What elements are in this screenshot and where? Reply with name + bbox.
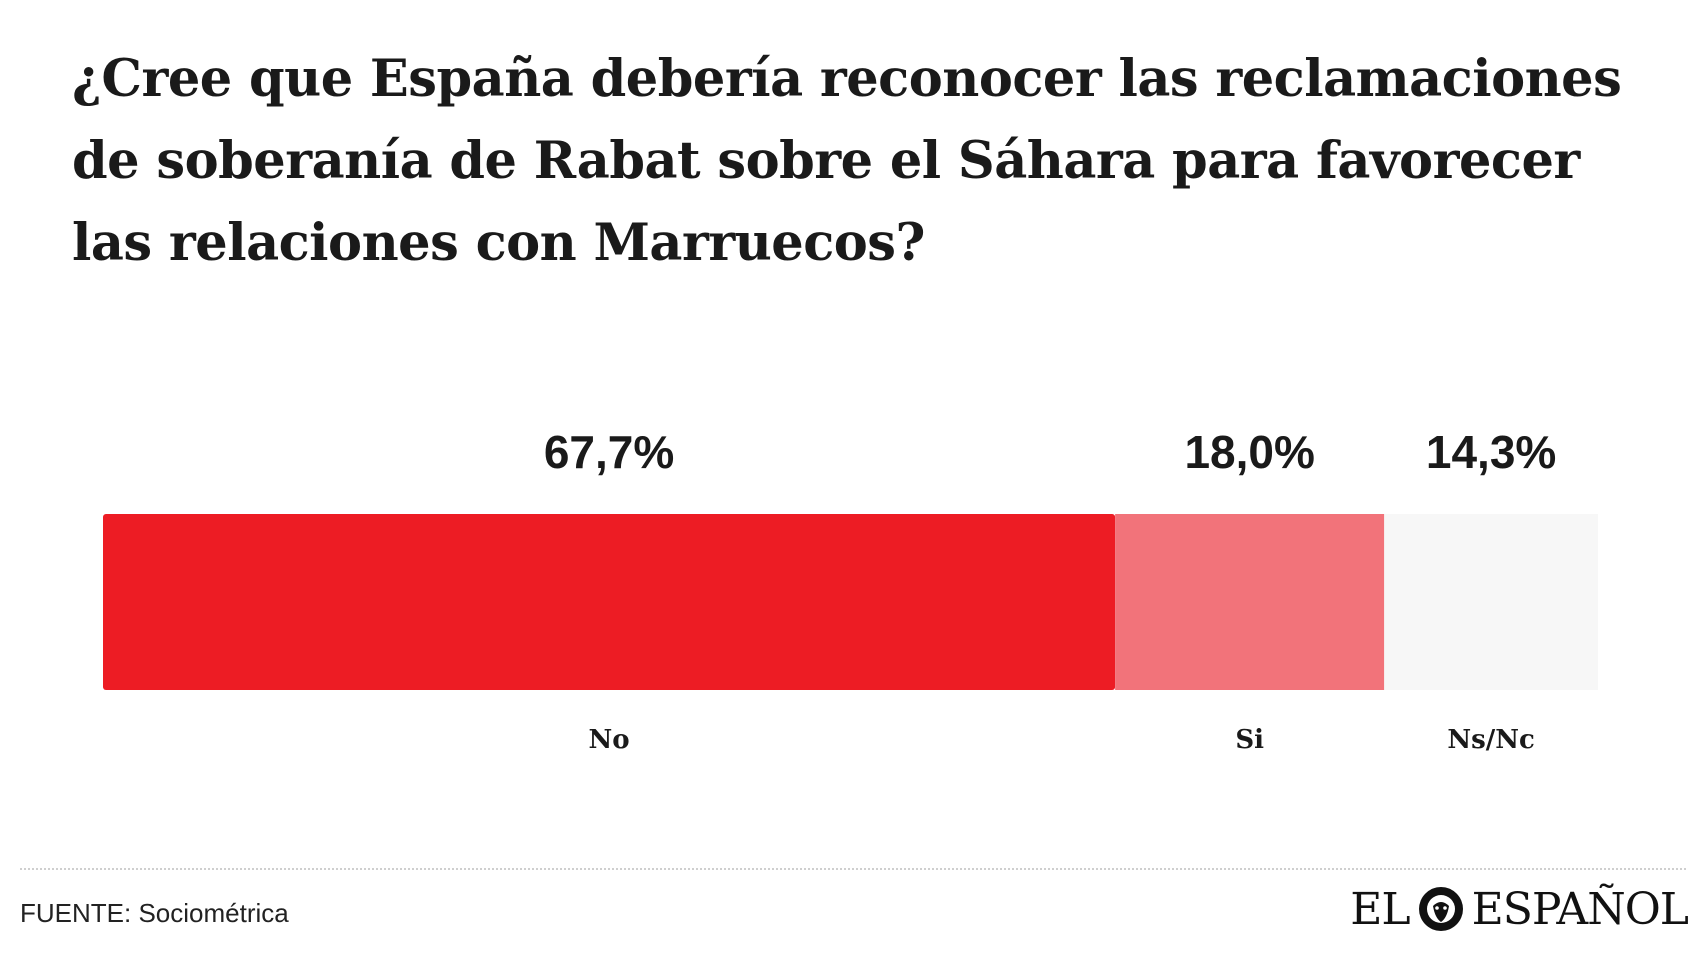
category-label-ns-nc: Ns/Nc	[1447, 725, 1535, 755]
source-note: FUENTE: Sociométrica	[20, 898, 289, 928]
category-label-si: Si	[1235, 725, 1264, 755]
value-label-si: 18,0%	[1184, 426, 1314, 478]
divider	[20, 868, 1686, 870]
logo-text-right: ESPAÑOL	[1471, 883, 1689, 935]
bar-segment-ns-nc	[1384, 514, 1598, 690]
logo-text-left: EL	[1350, 883, 1410, 935]
value-label-ns-nc: 14,3%	[1426, 426, 1556, 478]
bar-segment-no	[103, 514, 1116, 690]
el-espanol-logo: EL ESPAÑOL	[1350, 882, 1689, 936]
stacked-bar-chart: 67,7% No 18,0% Si 14,3% Ns/Nc	[103, 426, 1598, 755]
lion-head-icon	[1418, 887, 1463, 931]
bar-segment-si	[1115, 514, 1385, 690]
value-label-no: 67,7%	[544, 426, 674, 478]
category-label-no: No	[589, 725, 630, 755]
chart-title: ¿Cree que España debería reconocer las r…	[72, 49, 1622, 273]
